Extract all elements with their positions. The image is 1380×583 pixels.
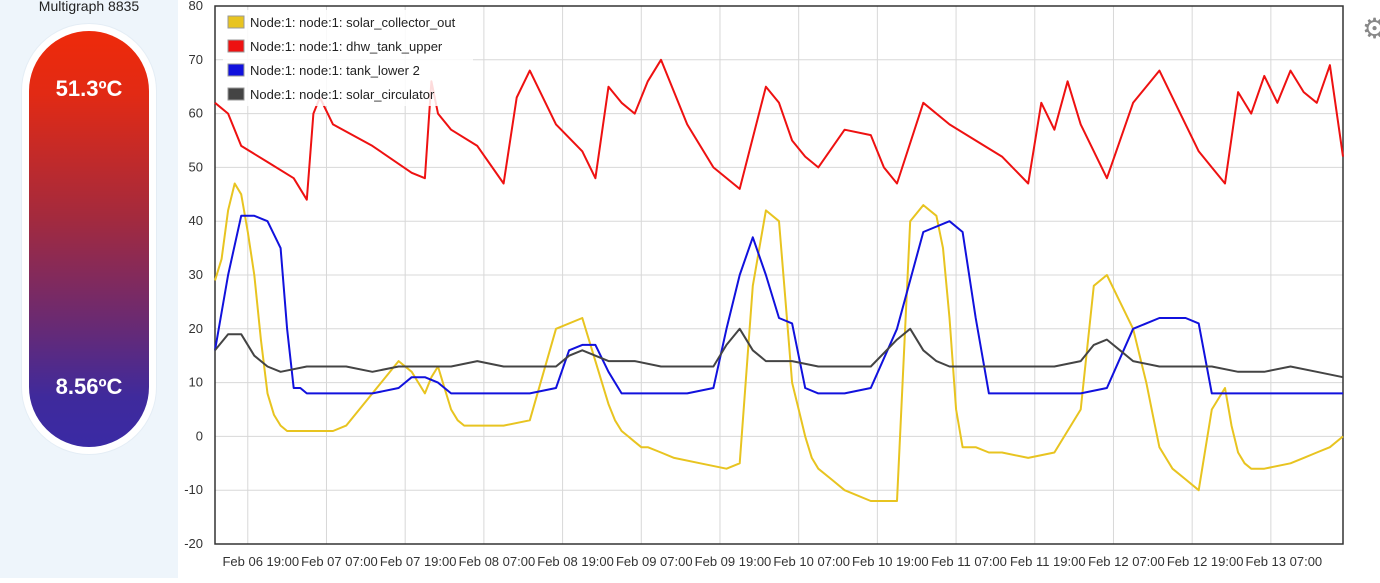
y-tick-label: 70 (189, 52, 203, 67)
legend-label[interactable]: Node:1: node:1: dhw_tank_upper (250, 39, 443, 54)
max-temperature-value: 51.3ºC (55, 76, 123, 101)
multigraph-panel: Multigraph 8835 51.3ºC 8.56ºC (0, 0, 178, 578)
y-tick-label: 30 (189, 267, 203, 282)
series-line (214, 327, 1344, 379)
thermometer-fill (29, 31, 149, 447)
plot-border (214, 5, 1344, 545)
y-tick-label: 60 (189, 106, 203, 121)
y-tick-label: 20 (189, 321, 203, 336)
chart-legend: Node:1: node:1: solar_collector_out Node:… (223, 10, 473, 106)
line-chart: 80 70 60 50 40 30 20 10 0 -10 -20 Feb 06 19:00 Feb 0… (178, 0, 1380, 578)
x-tick-label: Feb 08 07:00 (459, 554, 536, 569)
x-tick-label: Feb 10 19:00 (852, 554, 929, 569)
y-tick-label: -20 (184, 536, 203, 551)
y-tick-label: 0 (196, 428, 203, 443)
x-tick-label: Feb 09 07:00 (616, 554, 693, 569)
gear-icon[interactable]: ⚙ (1362, 13, 1380, 44)
legend-label[interactable]: Node:1: node:1: solar_circulator (250, 87, 435, 102)
thermometer-gauge: 51.3ºC 8.56ºC (22, 24, 156, 454)
legend-label[interactable]: Node:1: node:1: solar_collector_out (250, 15, 456, 30)
x-tick-label: Feb 12 19:00 (1167, 554, 1244, 569)
x-tick-label: Feb 10 07:00 (773, 554, 850, 569)
x-tick-label: Feb 07 07:00 (301, 554, 378, 569)
series-line (214, 182, 1344, 502)
x-tick-label: Feb 08 19:00 (537, 554, 614, 569)
x-tick-label: Feb 13 07:00 (1246, 554, 1323, 569)
x-tick-label: Feb 11 19:00 (1010, 554, 1086, 569)
legend-label[interactable]: Node:1: node:1: tank_lower 2 (250, 63, 420, 78)
series-line (214, 214, 1343, 395)
legend-swatch (227, 15, 245, 29)
y-tick-label: -10 (184, 482, 203, 497)
x-tick-label: Feb 11 07:00 (931, 554, 1007, 569)
y-tick-label: 80 (189, 0, 203, 13)
x-tick-label: Feb 06 19:00 (222, 554, 299, 569)
y-tick-label: 50 (189, 159, 203, 174)
panel-title: Multigraph 8835 (38, 0, 140, 14)
x-tick-label: Feb 07 19:00 (380, 554, 457, 569)
y-tick-label: 10 (189, 375, 203, 390)
series-line (214, 58, 1344, 201)
legend-swatch (227, 39, 245, 53)
legend-swatch (227, 63, 245, 77)
min-temperature-value: 8.56ºC (55, 374, 123, 399)
legend-swatch (227, 87, 245, 101)
x-tick-label: Feb 12 07:00 (1088, 554, 1165, 569)
y-tick-label: 40 (189, 213, 203, 228)
x-tick-label: Feb 09 19:00 (695, 554, 772, 569)
